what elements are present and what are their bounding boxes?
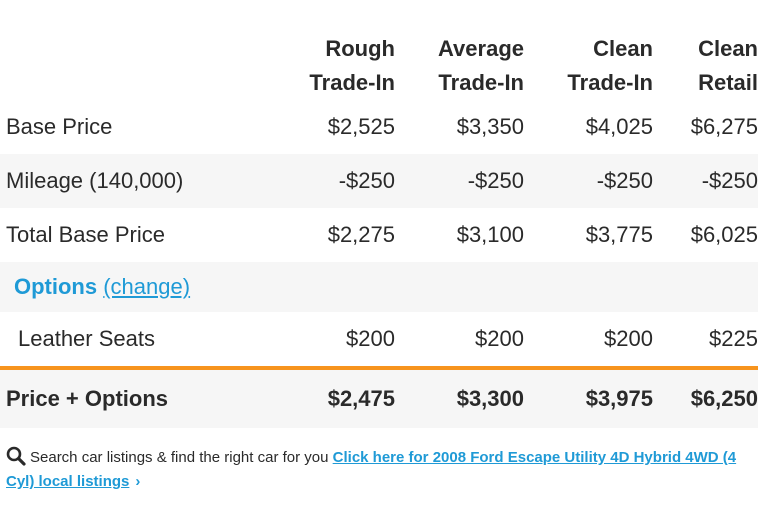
column-header-line2: Trade-In — [438, 70, 524, 95]
row-price-plus-options: Price + Options $2,475 $3,300 $3,975 $6,… — [0, 366, 758, 428]
column-header-line1: Clean — [698, 36, 758, 61]
value-cell: $2,275 — [327, 222, 395, 247]
column-header-line1: Rough — [325, 36, 395, 61]
value-cell: $200 — [475, 326, 524, 351]
listings-footer: Search car listings & find the right car… — [6, 446, 751, 494]
value-cell: -$250 — [653, 154, 758, 208]
value-cell: $225 — [709, 326, 758, 351]
price-table: Rough Trade-In Average Trade-In Clean Tr… — [0, 0, 758, 428]
column-header-clean-retail: Clean Retail — [653, 0, 758, 100]
value-cell: -$250 — [524, 154, 653, 208]
row-base-price: Base Price $2,525 $3,350 $4,025 $6,275 — [0, 100, 758, 154]
column-header-line1: Average — [437, 36, 524, 61]
column-header-line1: Clean — [593, 36, 653, 61]
row-mileage: Mileage (140,000) -$250 -$250 -$250 -$25… — [0, 154, 758, 208]
column-header-rough-trade-in: Rough Trade-In — [266, 0, 395, 100]
change-options-link[interactable]: (change) — [103, 274, 191, 299]
local-listings-link[interactable]: Click here for 2008 Ford Escape Utility … — [6, 449, 737, 490]
search-icon — [6, 446, 26, 466]
value-cell: $6,275 — [690, 114, 758, 139]
column-header-line2: Trade-In — [309, 70, 395, 95]
header-blank — [0, 0, 266, 100]
row-label: Base Price — [6, 114, 113, 139]
value-cell: $3,350 — [456, 114, 524, 139]
value-cell: $3,775 — [585, 222, 653, 247]
value-cell: $3,100 — [456, 222, 524, 247]
value-cell: $3,300 — [395, 366, 524, 428]
chevron-right-icon[interactable]: › — [135, 473, 141, 490]
value-cell: $3,975 — [524, 366, 653, 428]
value-cell: -$250 — [395, 154, 524, 208]
value-cell: $2,525 — [327, 114, 395, 139]
value-cell: $4,025 — [585, 114, 653, 139]
value-cell: $200 — [346, 326, 395, 351]
value-cell: $6,250 — [653, 366, 758, 428]
row-label: Price + Options — [0, 366, 266, 428]
value-cell: $2,475 — [266, 366, 395, 428]
column-header-clean-trade-in: Clean Trade-In — [524, 0, 653, 100]
row-label: Mileage (140,000) — [0, 154, 266, 208]
row-label: Total Base Price — [6, 222, 165, 247]
row-options-header: Options (change) — [0, 262, 758, 312]
option-label: Leather Seats — [18, 326, 155, 351]
column-header-line2: Retail — [698, 70, 758, 95]
column-header-line2: Trade-In — [567, 70, 653, 95]
value-cell: $200 — [604, 326, 653, 351]
column-header-average-trade-in: Average Trade-In — [395, 0, 524, 100]
value-cell: -$250 — [266, 154, 395, 208]
row-option-leather-seats: Leather Seats $200 $200 $200 $225 — [0, 312, 758, 368]
header-row: Rough Trade-In Average Trade-In Clean Tr… — [0, 0, 758, 100]
options-title: Options — [14, 274, 98, 299]
row-total-base-price: Total Base Price $2,275 $3,100 $3,775 $6… — [0, 208, 758, 262]
value-cell: $6,025 — [690, 222, 758, 247]
options-header: Options (change) — [0, 262, 758, 312]
footer-text: Search car listings & find the right car… — [30, 449, 329, 466]
